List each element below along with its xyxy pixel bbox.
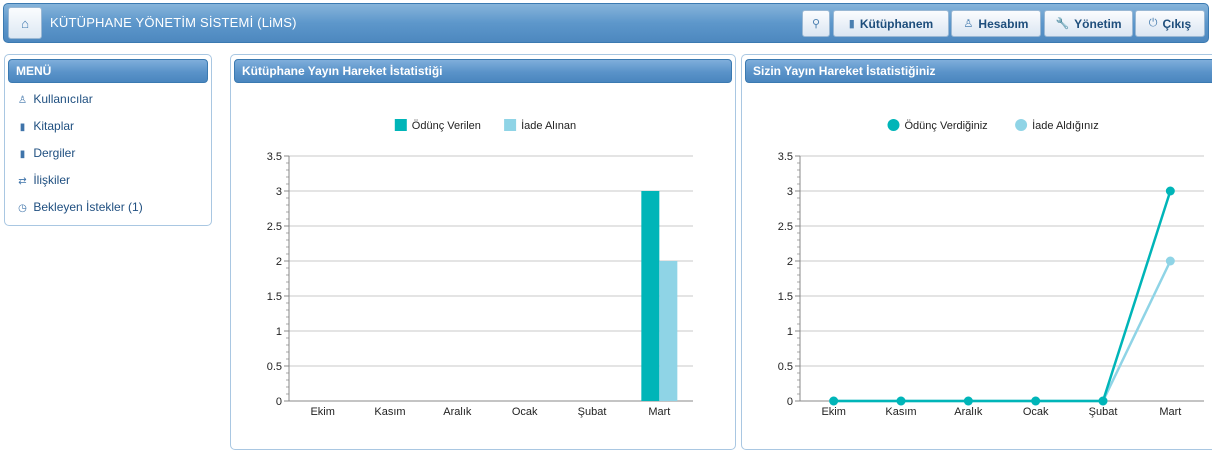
my-library-button[interactable]: ▮ Kütüphanem <box>833 10 949 37</box>
x-tick-label: Ocak <box>512 406 538 418</box>
y-tick-label: 3.5 <box>267 151 282 163</box>
menu-title: MENÜ <box>8 59 208 83</box>
library-stats-title: Kütüphane Yayın Hareket İstatistiği <box>234 59 732 83</box>
menu-item-books[interactable]: ▮ Kitaplar <box>5 116 211 143</box>
y-tick-label: 3.5 <box>778 151 793 163</box>
logout-label: Çıkış <box>1162 16 1192 31</box>
y-tick-label: 1.5 <box>778 291 793 303</box>
menu-list: ♙ Kullanıcılar ▮ Kitaplar ▮ Dergiler ⇄ İ… <box>5 89 211 224</box>
y-tick-label: 2 <box>276 256 282 268</box>
x-tick-label: Mart <box>1159 406 1181 418</box>
y-tick-label: 3 <box>787 186 793 198</box>
x-tick-label: Kasım <box>885 406 916 418</box>
y-tick-label: 2.5 <box>267 221 282 233</box>
legend-label: İade Aldığınız <box>1032 119 1099 132</box>
menu-item-pending-requests[interactable]: ◷ Bekleyen İstekler (1) <box>5 197 211 224</box>
user-icon: ♙ <box>963 18 974 30</box>
user-icon: ♙ <box>18 95 27 106</box>
menu-item-label: Kitaplar <box>33 119 75 133</box>
my-library-label: Kütüphanem <box>859 16 934 31</box>
legend-label: Ödünç Verdiğiniz <box>905 120 988 132</box>
transfer-icon: ⇄ <box>18 176 27 187</box>
book-icon: ▮ <box>19 149 26 160</box>
y-tick-label: 0 <box>787 396 793 408</box>
x-tick-label: Mart <box>648 406 670 418</box>
book-icon: ▮ <box>848 18 855 30</box>
legend-swatch <box>504 119 517 131</box>
legend-label: Ödünç Verilen <box>412 120 481 132</box>
y-tick-label: 1 <box>276 326 282 338</box>
legend-swatch <box>1015 119 1028 131</box>
home-icon: ⌂ <box>21 15 29 31</box>
data-point <box>963 396 973 406</box>
clock-icon: ◷ <box>18 203 27 214</box>
wrench-icon: 🔧 <box>1055 18 1070 30</box>
legend-swatch <box>887 119 900 131</box>
x-tick-label: Ekim <box>310 406 334 418</box>
legend-swatch <box>394 119 407 131</box>
y-tick-label: 0.5 <box>267 361 282 373</box>
user-stats-title: Sizin Yayın Hareket İstatistiğiniz <box>745 59 1212 83</box>
menu-item-label: Kullanıcılar <box>33 92 93 106</box>
y-tick-label: 1.5 <box>267 291 282 303</box>
data-point <box>1031 396 1041 406</box>
menu-panel: MENÜ ♙ Kullanıcılar ▮ Kitaplar ▮ Dergile… <box>4 54 212 226</box>
admin-label: Yönetim <box>1074 16 1122 31</box>
data-point <box>829 396 839 406</box>
x-tick-label: Aralık <box>954 406 983 418</box>
x-tick-label: Ocak <box>1023 406 1049 418</box>
logout-button[interactable]: ⏻ Çıkış <box>1135 10 1205 37</box>
y-tick-label: 0 <box>276 396 282 408</box>
menu-item-label: Bekleyen İstekler (1) <box>33 200 143 214</box>
y-tick-label: 0.5 <box>778 361 793 373</box>
data-point <box>896 396 906 406</box>
book-icon: ▮ <box>19 122 26 133</box>
legend-label: İade Alınan <box>521 119 576 132</box>
admin-button[interactable]: 🔧 Yönetim <box>1044 10 1133 37</box>
user-stats-panel: Sizin Yayın Hareket İstatistiğiniz 0 0.5 1… <box>741 54 1212 450</box>
menu-item-magazines[interactable]: ▮ Dergiler <box>5 143 211 170</box>
menu-item-relations[interactable]: ⇄ İlişkiler <box>5 170 211 197</box>
y-tick-label: 1 <box>787 326 793 338</box>
power-icon: ⏻ <box>1148 17 1158 29</box>
x-tick-label: Ekim <box>821 406 845 418</box>
data-point <box>1165 186 1175 196</box>
data-point <box>1098 396 1108 406</box>
app-title: KÜTÜPHANE YÖNETİM SİSTEMİ (LiMS) <box>50 15 297 30</box>
x-tick-label: Şubat <box>1089 406 1118 418</box>
y-tick-label: 2.5 <box>778 221 793 233</box>
user-stats-line-chart: 0 0.5 1 1.5 2 2.5 3 3.5 Ekim Kasım Aralık Ocak Şubat… <box>778 119 1204 418</box>
my-account-label: Hesabım <box>978 16 1029 31</box>
y-tick-label: 2 <box>787 256 793 268</box>
search-button[interactable]: ⚲ <box>802 10 830 37</box>
series-line <box>833 190 1172 403</box>
data-point <box>1165 256 1175 266</box>
bar <box>659 261 678 401</box>
bar <box>641 191 660 401</box>
top-navigation-bar: ⌂ KÜTÜPHANE YÖNETİM SİSTEMİ (LiMS) ⚲ ▮ K… <box>3 3 1209 43</box>
menu-item-users[interactable]: ♙ Kullanıcılar <box>5 89 211 116</box>
y-tick-label: 3 <box>276 186 282 198</box>
library-stats-bar-chart: 0 0.5 1 1.5 2 2.5 3 3.5 Ekim Kasım Aralık Ocak Şubat… <box>267 119 693 418</box>
menu-item-label: İlişkiler <box>33 173 71 187</box>
x-tick-label: Kasım <box>374 406 405 418</box>
home-button[interactable]: ⌂ <box>8 7 42 39</box>
menu-item-label: Dergiler <box>33 146 76 160</box>
search-icon: ⚲ <box>811 18 821 30</box>
x-tick-label: Aralık <box>443 406 472 418</box>
x-tick-label: Şubat <box>578 406 607 418</box>
my-account-button[interactable]: ♙ Hesabım <box>951 10 1041 37</box>
library-stats-panel: Kütüphane Yayın Hareket İstatistiği 0 0.5… <box>230 54 736 450</box>
